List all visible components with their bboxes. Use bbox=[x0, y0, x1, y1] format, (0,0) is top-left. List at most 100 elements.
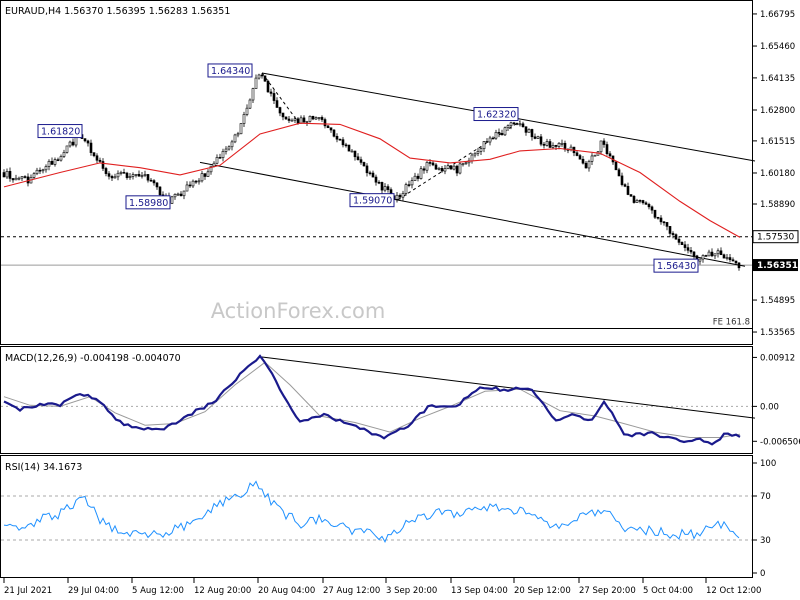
price-tick-label: 1.61515 bbox=[760, 137, 795, 147]
candle-body bbox=[659, 217, 663, 223]
rsi-tick-label: 70 bbox=[760, 492, 771, 502]
price-panel-frame bbox=[0, 0, 753, 345]
candle-body bbox=[254, 77, 258, 89]
candle-body bbox=[617, 169, 621, 177]
candle-body bbox=[539, 136, 543, 145]
candle-body bbox=[461, 163, 465, 166]
candle-body bbox=[551, 145, 555, 148]
candle-body bbox=[716, 250, 720, 255]
price-tick-label: 1.53565 bbox=[760, 328, 795, 338]
candle-body bbox=[197, 180, 201, 183]
swing-label: 1.64340 bbox=[211, 66, 250, 77]
candle-body bbox=[491, 137, 495, 140]
candle-body bbox=[521, 123, 525, 128]
current-price-label: 1.56351 bbox=[757, 261, 798, 271]
candle-body bbox=[416, 175, 420, 179]
candle-body bbox=[302, 117, 306, 123]
candle-body bbox=[23, 176, 27, 178]
candle-body bbox=[731, 259, 735, 262]
time-axis: 21 Jul 2021 29 Jul 04:00 5 Aug 12:00 12 Aug… bbox=[3, 578, 761, 596]
macd-tick-label: -0.006506 bbox=[760, 437, 800, 447]
candle-body bbox=[320, 117, 324, 120]
candle-body bbox=[200, 173, 204, 182]
macd-signal-line bbox=[3, 361, 741, 438]
candle-body bbox=[698, 258, 702, 262]
candle-body bbox=[581, 158, 585, 164]
candle-body bbox=[605, 144, 609, 155]
candle-body bbox=[410, 180, 414, 186]
candle-body bbox=[194, 180, 198, 183]
time-tick-label: 20 Aug 04:00 bbox=[258, 586, 315, 596]
candle-body bbox=[182, 190, 186, 197]
candle-body bbox=[509, 122, 513, 127]
candle-body bbox=[152, 180, 156, 184]
price-tick-label: 1.64135 bbox=[760, 74, 795, 84]
candle-body bbox=[359, 159, 363, 163]
candle-body bbox=[125, 172, 129, 178]
candle-body bbox=[356, 156, 360, 160]
candle-body bbox=[518, 123, 522, 126]
candle-body bbox=[332, 129, 336, 137]
candle-body bbox=[578, 155, 582, 160]
candle-body bbox=[308, 115, 312, 122]
candle-body bbox=[512, 122, 516, 125]
candle-body bbox=[206, 171, 210, 177]
candle-body bbox=[443, 168, 447, 172]
candle-body bbox=[413, 175, 417, 181]
candle-body bbox=[404, 184, 408, 194]
candle-body bbox=[734, 260, 738, 264]
candle-body bbox=[632, 196, 636, 203]
rsi-tick-label: 0 bbox=[760, 569, 765, 579]
candle-body bbox=[227, 146, 231, 150]
current-price-marker: 1.56351 bbox=[753, 259, 798, 272]
time-tick-label: 27 Aug 12:00 bbox=[323, 586, 380, 596]
candle-body bbox=[56, 159, 60, 161]
candle-body bbox=[560, 142, 564, 145]
candle-body bbox=[338, 138, 342, 141]
rsi-tick-label: 30 bbox=[760, 536, 771, 546]
candle-body bbox=[584, 162, 588, 169]
candle-body bbox=[224, 148, 228, 152]
rsi-panel-frame bbox=[0, 455, 753, 578]
candle-body bbox=[350, 150, 354, 153]
candle-body bbox=[263, 75, 267, 82]
candle-body bbox=[713, 253, 717, 257]
time-tick-label: 13 Sep 04:00 bbox=[451, 586, 508, 596]
swing-label: 1.58980 bbox=[129, 198, 168, 209]
candle-body bbox=[95, 155, 99, 161]
candle-body bbox=[59, 156, 63, 161]
candle-body bbox=[53, 159, 57, 165]
swing-label-box bbox=[207, 63, 253, 78]
candle-body bbox=[602, 140, 606, 145]
candle-body bbox=[587, 161, 591, 169]
candle-body bbox=[101, 161, 105, 169]
candle-body bbox=[398, 194, 402, 198]
swing-label-box bbox=[349, 193, 395, 208]
candle-body bbox=[641, 200, 645, 204]
candle-body bbox=[428, 162, 432, 164]
candle-body bbox=[500, 133, 504, 136]
candle-body bbox=[347, 144, 351, 152]
macd-tick-label: 0.00912 bbox=[760, 353, 795, 363]
candle-body bbox=[638, 200, 642, 202]
candle-body bbox=[65, 145, 69, 153]
candle-body bbox=[419, 168, 423, 179]
candle-body bbox=[314, 117, 318, 120]
candle-body bbox=[230, 141, 234, 148]
candle-body bbox=[179, 193, 183, 197]
time-tick-label: 27 Sep 20:00 bbox=[579, 586, 636, 596]
candle-body bbox=[212, 162, 216, 167]
candle-body bbox=[701, 255, 705, 260]
candle-body bbox=[524, 126, 528, 133]
candle-body bbox=[155, 182, 159, 188]
candle-body bbox=[422, 168, 426, 171]
swing-label-box bbox=[125, 195, 171, 210]
candle-body bbox=[260, 74, 264, 77]
candle-body bbox=[239, 123, 243, 135]
candle-body bbox=[548, 141, 552, 148]
rsi-label: RSI(14) 34.1673 bbox=[5, 462, 82, 473]
candle-body bbox=[383, 186, 387, 191]
candle-body bbox=[503, 127, 507, 136]
candle-body bbox=[407, 184, 411, 186]
